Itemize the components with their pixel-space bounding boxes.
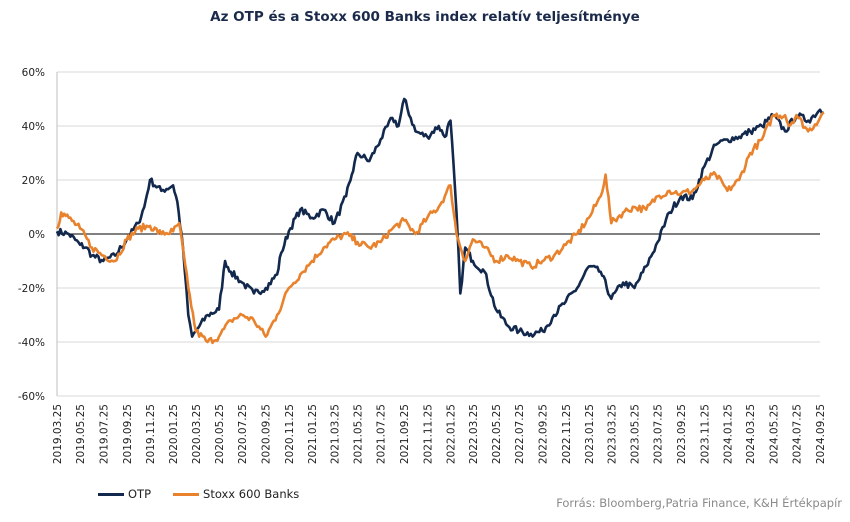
- x-tick-label: 2021.03.25: [329, 404, 341, 464]
- x-tick-label: 2023.11.25: [699, 404, 711, 464]
- x-tick-label: 2024.09.25: [815, 404, 827, 464]
- y-tick-label: 60%: [22, 67, 45, 79]
- x-tick-label: 2023.09.25: [676, 404, 688, 464]
- x-tick-label: 2021.05.25: [352, 404, 364, 464]
- series-line-otp: [55, 97, 825, 338]
- x-tick-label: 2023.01.25: [584, 404, 596, 464]
- x-tick-label: 2021.09.25: [399, 404, 411, 464]
- source-note: Forrás: Bloomberg,Patria Finance, K&H Ér…: [556, 496, 842, 510]
- x-tick-label: 2020.09.25: [261, 404, 273, 464]
- x-tick-label: 2022.03.25: [468, 404, 480, 464]
- y-axis-ticks: 60% 40% 20% 0% -20% -40% -60%: [18, 67, 45, 403]
- chart-title: Az OTP és a Stoxx 600 Banks index relatí…: [210, 9, 640, 25]
- legend-item-stoxx: Stoxx 600 Banks: [173, 487, 299, 501]
- x-tick-label: 2022.07.25: [514, 404, 526, 464]
- x-tick-label: 2019.07.25: [98, 404, 110, 464]
- x-tick-label: 2023.03.25: [606, 404, 618, 464]
- series-lines: [55, 97, 825, 345]
- x-tick-label: 2020.01.25: [168, 404, 180, 464]
- x-tick-label: 2023.07.25: [653, 404, 665, 464]
- x-axis-ticks: 2019.03.25 2019.05.25 2019.07.25 2019.09.25…: [52, 404, 827, 464]
- x-tick-label: 2024.05.25: [768, 404, 780, 464]
- y-tick-label: -60%: [18, 391, 45, 403]
- legend: OTP Stoxx 600 Banks: [98, 487, 321, 501]
- x-tick-label: 2020.03.25: [191, 404, 203, 464]
- x-tick-label: 2022.09.25: [538, 404, 550, 464]
- x-tick-label: 2020.07.25: [237, 404, 249, 464]
- y-tick-label: 40%: [22, 121, 45, 133]
- x-tick-label: 2024.01.25: [722, 404, 734, 464]
- x-tick-label: 2021.01.25: [307, 404, 319, 464]
- x-tick-label: 2024.03.25: [745, 404, 757, 464]
- legend-label-otp: OTP: [128, 487, 152, 501]
- x-tick-label: 2019.03.25: [52, 404, 64, 464]
- legend-swatch-otp: [98, 492, 124, 496]
- x-tick-label: 2020.11.25: [284, 404, 296, 464]
- x-tick-label: 2021.11.25: [422, 404, 434, 464]
- x-tick-label: 2022.01.25: [445, 404, 457, 464]
- x-tick-label: 2021.07.25: [376, 404, 388, 464]
- x-tick-label: 2022.05.25: [491, 404, 503, 464]
- x-tick-label: 2022.11.25: [561, 404, 573, 464]
- y-tick-label: -40%: [18, 337, 45, 349]
- y-tick-label: -20%: [18, 283, 45, 295]
- legend-label-stoxx: Stoxx 600 Banks: [203, 487, 300, 501]
- series-line-stoxx-600-banks: [55, 111, 825, 345]
- x-tick-label: 2019.11.25: [145, 404, 157, 464]
- y-tick-label: 0%: [28, 229, 45, 241]
- x-tick-label: 2023.05.25: [629, 404, 641, 464]
- x-tick-label: 2019.05.25: [75, 404, 87, 464]
- y-tick-label: 20%: [22, 175, 45, 187]
- legend-item-otp: OTP: [98, 487, 151, 501]
- legend-swatch-stoxx: [173, 492, 200, 496]
- x-tick-label: 2020.05.25: [214, 404, 226, 464]
- x-tick-label: 2024.07.25: [791, 404, 803, 464]
- x-tick-label: 2019.09.25: [122, 404, 134, 464]
